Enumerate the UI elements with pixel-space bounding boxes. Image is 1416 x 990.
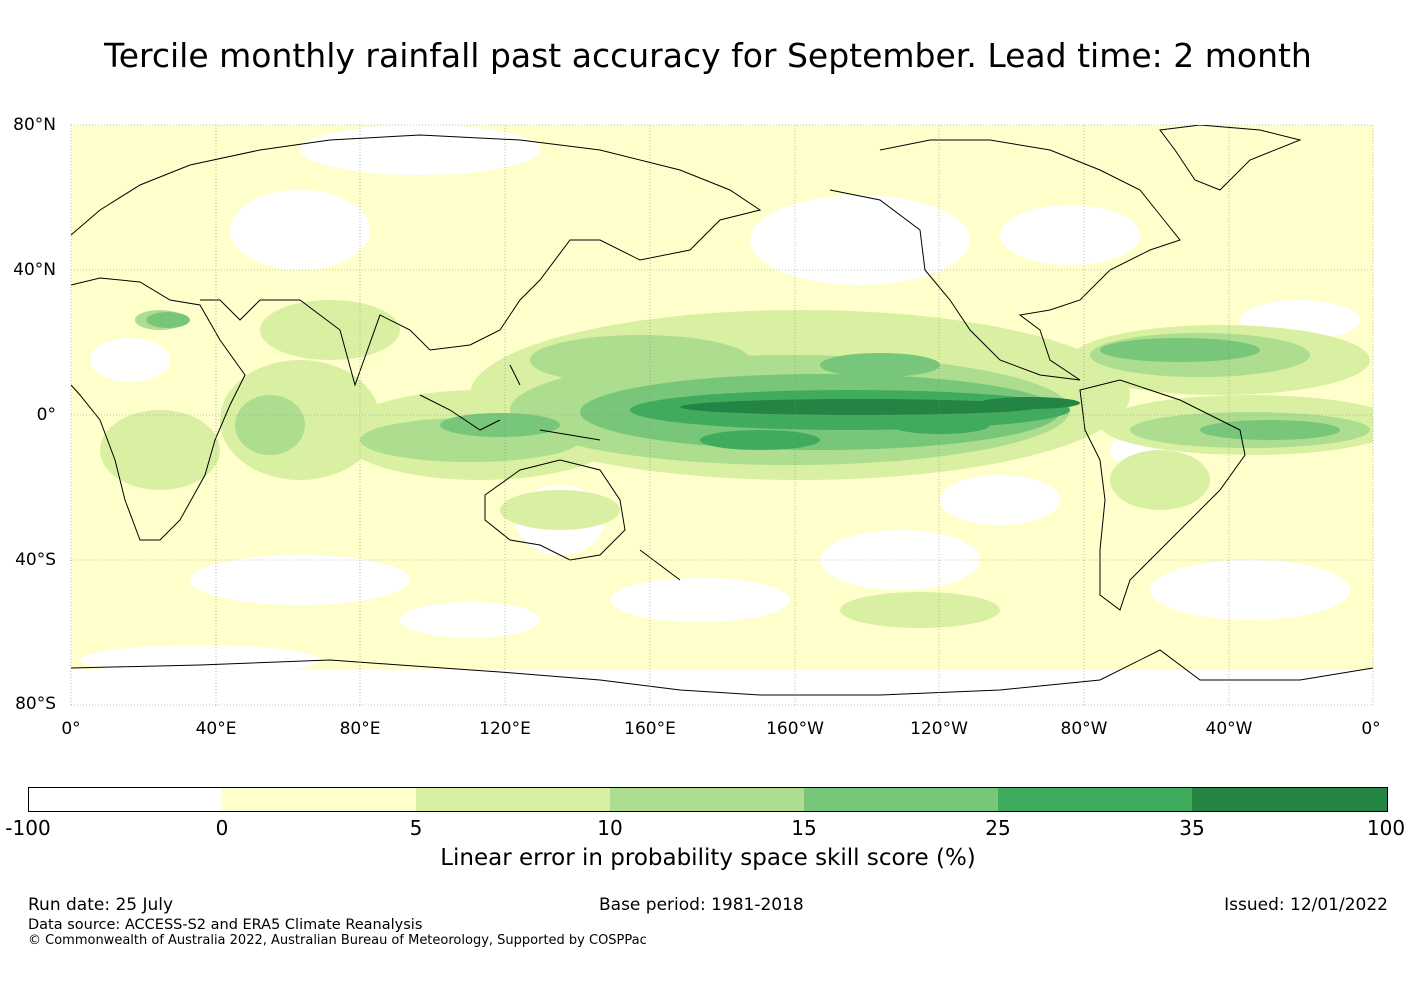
lon-label-80w: 80°W [1060,719,1108,739]
colorbar-bin-7 [1192,787,1388,812]
lon-label-120e: 120°E [479,719,531,739]
issued-date: Issued: 12/01/2022 [1224,895,1388,915]
colorbar [28,787,1388,812]
colorbar-bin-5 [804,787,998,812]
lon-label-160e: 160°E [624,719,676,739]
base-period: Base period: 1981-2018 [599,895,804,915]
colorbar-tick: 5 [409,816,423,840]
lat-label-80n: 80°N [13,115,56,135]
negative-skill-patches [71,125,1373,705]
colorbar-tick: 10 [597,816,623,840]
colorbar-bin-1 [28,787,222,812]
colorbar-bin-6 [998,787,1192,812]
copyright: © Commonwealth of Australia 2022, Austra… [28,933,647,948]
colorbar-tick: 15 [791,816,817,840]
colorbar-tick: -100 [5,816,51,840]
colorbar-tick: 0 [215,816,229,840]
colorbar-bin-3 [416,787,610,812]
gridlines [70,124,1374,706]
colorbar-bin-4 [610,787,804,812]
skill-map [70,124,1374,706]
lon-label-120w: 120°W [910,719,968,739]
run-date: Run date: 25 July [28,895,174,915]
colorbar-tick: 35 [1179,816,1205,840]
lon-label-80e: 80°E [339,719,381,739]
colorbar-label: Linear error in probability space skill … [440,845,976,871]
skill-35-100 [680,397,1080,415]
data-source: Data source: ACCESS-S2 and ERA5 Climate … [28,917,423,933]
lat-label-40s: 40°S [15,550,56,570]
lat-label-0: 0° [36,405,56,425]
chart-title: Tercile monthly rainfall past accuracy f… [104,36,1312,75]
colorbar-bin-2 [222,787,416,812]
colorbar-tick: 100 [1366,816,1406,840]
colorbar-tick: 25 [985,816,1011,840]
lon-label-0-east: 0° [1361,719,1381,739]
lon-label-0: 0° [61,719,81,739]
coastlines [71,125,1373,696]
colorbar-frame [28,787,1388,812]
lat-label-80s: 80°S [15,694,56,714]
lon-label-40e: 40°E [195,719,237,739]
lat-label-40n: 40°N [13,260,56,280]
lon-label-160w: 160°W [766,719,824,739]
map-panel: 80°N 40°N 0° 40°S 80°S 0° 40°E 80°E 120°… [13,115,1381,739]
lon-label-40w: 40°W [1205,719,1253,739]
